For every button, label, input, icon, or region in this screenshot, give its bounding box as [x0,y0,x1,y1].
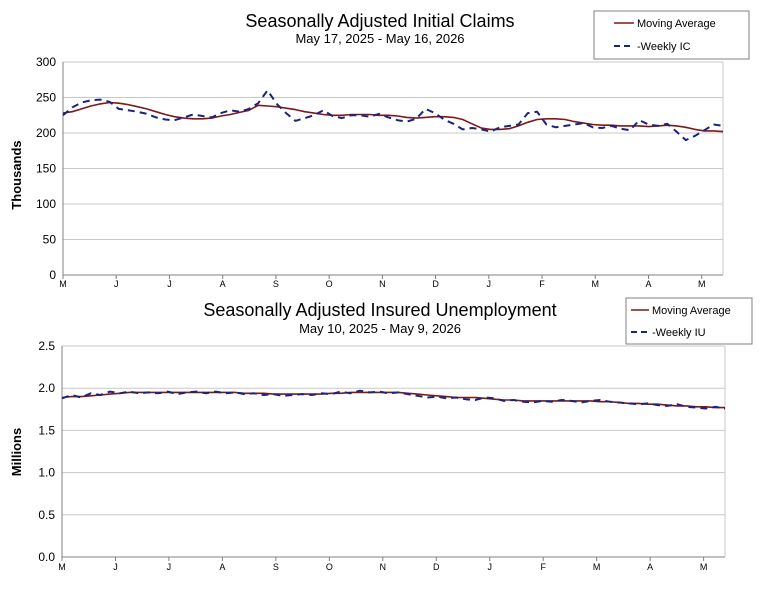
chart2-legend: Moving Average -Weekly IU [625,297,753,345]
chart1-xtick-label: J [114,279,119,289]
chart1-ytick-label: 200 [36,126,56,140]
chart1-xtick-label: O [326,279,333,289]
chart1-xtick-label: A [645,279,651,289]
chart1-xtick-label: M [59,279,67,289]
chart1-ytick-label: 150 [36,162,56,176]
chart1-legend: Moving Average -Weekly IC [593,10,750,60]
chart2-xtick-label: M [700,562,708,572]
chart1-ytick-label: 0 [49,268,56,282]
chart1-ytick-label: 300 [36,55,56,69]
chart2-subtitle: May 10, 2025 - May 9, 2026 [299,321,461,336]
chart1-legend-box [593,10,750,60]
chart1-ytick-label: 100 [36,197,56,211]
chart2-ytick-label: 0.0 [38,550,55,564]
chart2-title: Seasonally Adjusted Insured Unemployment [203,300,556,320]
chart1-legend-ma-label: Moving Average [637,18,716,30]
chart1-moving-average-line [62,101,724,133]
chart2-xtick-label: D [433,562,440,572]
chart1-subtitle: May 17, 2025 - May 16, 2026 [295,31,464,46]
chart1-title: Seasonally Adjusted Initial Claims [245,11,514,31]
chart2-xtick-label: A [219,562,225,572]
chart2-xtick-label: S [273,562,279,572]
chart2-xtick-label: N [380,562,387,572]
chart2-ytick-label: 2.5 [38,339,55,353]
chart1-ytick-label: 50 [43,233,57,247]
chart2-plot: 0.0 0.5 1.0 1.5 2.0 2.5 M J J A S O N D J F M A M [38,339,726,572]
chart2-legend-weekly-label: -Weekly IU [652,327,706,339]
chart1-xtick-label: N [379,279,386,289]
chart2-xtick-label: M [58,562,66,572]
chart1-xtick-label: S [273,279,279,289]
chart1-xtick-label: F [539,279,545,289]
chart2-ytick-label: 1.5 [38,423,55,437]
chart1-xtick-label: A [220,279,226,289]
chart1-xtick-label: M [592,279,600,289]
chart2-ytick-label: 2.0 [38,381,55,395]
chart2-ylabel: Millions [9,428,24,476]
chart2-xtick-label: O [326,562,333,572]
chart2-xtick-label: J [487,562,492,572]
chart2-xtick-label: J [113,562,118,572]
chart1-ylabel: Thousands [9,140,24,209]
chart2-xtick-label: J [167,562,172,572]
chart2-moving-average-line [61,391,725,409]
chart2-xtick-label: A [647,562,653,572]
chart2-ytick-label: 1.0 [38,466,55,480]
chart1-legend-weekly-label: -Weekly IC [637,41,691,53]
chart1-xtick-label: M [698,279,706,289]
chart2-xtick-label: F [540,562,546,572]
chart2-legend-ma-label: Moving Average [652,305,731,317]
chart2-ytick-label: 0.5 [38,508,55,522]
chart2-legend-box [625,297,753,345]
chart1-xtick-label: J [487,279,492,289]
chart1-ytick-label: 250 [36,91,56,105]
chart1-xtick-label: J [167,279,172,289]
chart2-xtick-label: M [593,562,601,572]
chart1-weekly-line [62,89,724,142]
chart1-plot: 0 50 100 150 200 250 300 M J J A S O N D J F M A M [36,55,724,289]
chart1-xtick-label: D [432,279,439,289]
chart2-weekly-line [61,389,726,410]
